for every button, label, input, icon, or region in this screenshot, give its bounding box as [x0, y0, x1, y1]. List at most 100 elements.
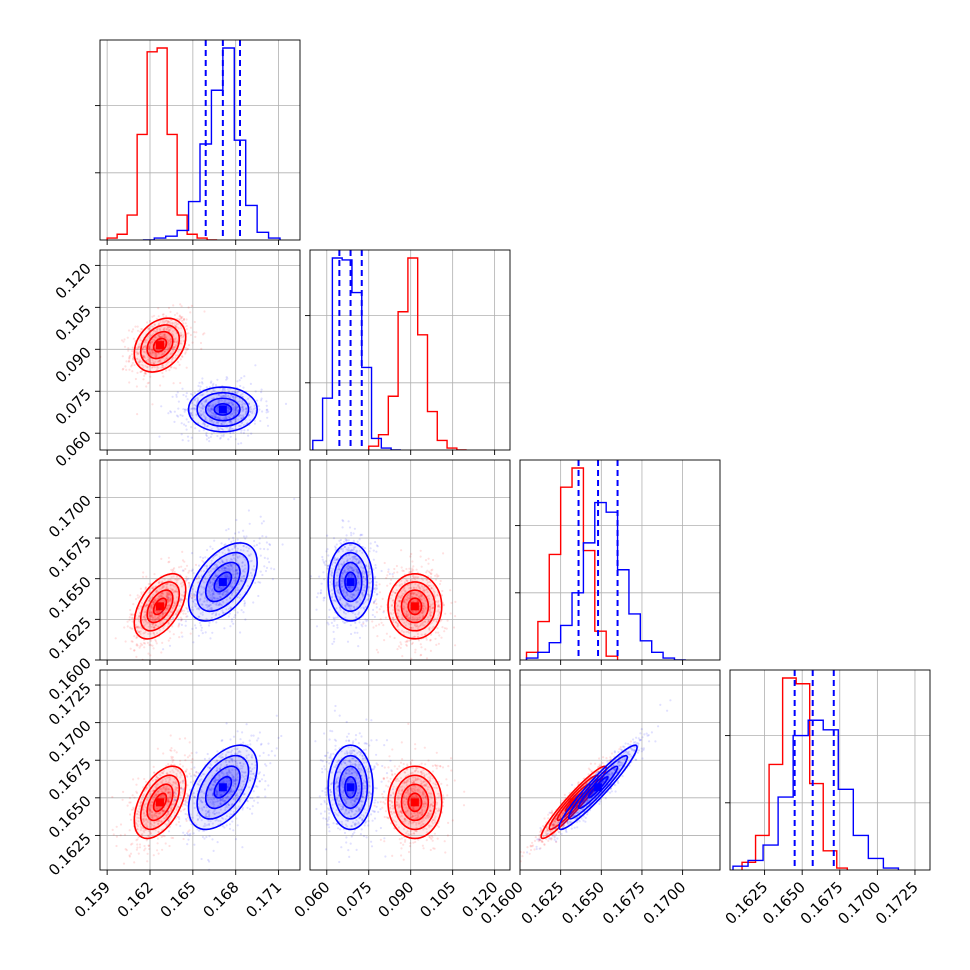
scatter-point: [233, 545, 236, 549]
scatter-point: [434, 637, 437, 640]
scatter-point: [407, 630, 410, 633]
scatter-point: [178, 622, 181, 625]
scatter-point: [161, 364, 164, 367]
scatter-point: [171, 588, 174, 591]
scatter-point: [230, 540, 233, 544]
scatter-point: [125, 360, 128, 363]
scatter-point: [128, 357, 131, 360]
scatter-point: [221, 417, 224, 420]
scatter-point: [223, 575, 227, 578]
scatter-point: [203, 332, 206, 335]
scatter-point: [251, 410, 254, 413]
scatter-point: [273, 568, 276, 571]
scatter-point: [151, 587, 154, 590]
scatter-point: [356, 572, 359, 575]
scatter-point: [411, 592, 414, 595]
scatter-point: [199, 597, 202, 601]
scatter-point: [253, 422, 256, 425]
scatter-point: [410, 642, 414, 646]
scatter-point: [350, 531, 353, 535]
scatter-point: [197, 576, 201, 579]
panel-frame: [99, 459, 301, 661]
scatter-point: [303, 614, 305, 616]
scatter-point: [160, 594, 164, 598]
scatter-point: [242, 545, 245, 548]
scatter-point: [149, 361, 152, 364]
scatter-point: [227, 549, 230, 552]
scatter-point: [341, 547, 344, 550]
scatter-point: [134, 325, 137, 328]
scatter-point: [266, 424, 270, 427]
scatter-point: [207, 589, 210, 593]
scatter-point: [178, 636, 181, 639]
scatter-point: [172, 591, 175, 594]
scatter-point: [234, 573, 237, 576]
scatter-point: [145, 339, 148, 342]
scatter-point: [244, 411, 248, 414]
scatter-point: [219, 603, 222, 606]
scatter-point: [227, 569, 230, 572]
scatter-point: [209, 570, 212, 573]
scatter-point: [176, 312, 179, 315]
scatter-point: [167, 320, 170, 323]
scatter-point: [362, 570, 365, 573]
scatter-point: [169, 598, 172, 602]
scatter-point: [396, 648, 399, 651]
scatter-point: [398, 609, 401, 612]
scatter-point: [356, 540, 359, 543]
scatter-point: [135, 783, 138, 786]
scatter-point: [411, 615, 414, 619]
scatter-point: [185, 606, 188, 609]
scatter-point: [201, 413, 204, 416]
scatter-point: [232, 570, 235, 573]
scatter-point: [217, 569, 220, 572]
scatter-point: [205, 399, 208, 402]
scatter-point: [215, 565, 218, 568]
scatter-point: [190, 392, 193, 396]
scatter-point: [181, 335, 184, 339]
scatter-point: [219, 436, 222, 439]
scatter-point: [241, 406, 244, 409]
scatter-point: [178, 319, 181, 322]
scatter-point: [203, 423, 207, 426]
scatter-point: [357, 570, 360, 574]
scatter-point: [338, 539, 341, 543]
scatter-point: [149, 582, 152, 585]
scatter-point: [221, 568, 224, 571]
scatter-point: [128, 354, 132, 357]
scatter-point: [238, 400, 241, 403]
scatter-point: [141, 347, 145, 350]
scatter-point: [186, 615, 189, 618]
scatter-point: [206, 600, 209, 603]
scatter-point: [144, 611, 147, 614]
scatter-point: [230, 401, 233, 404]
scatter-point: [373, 599, 377, 603]
scatter-point: [361, 551, 364, 554]
scatter-point: [420, 577, 423, 580]
scatter-point: [157, 581, 160, 584]
scatter-point: [144, 623, 147, 626]
scatter-point: [142, 632, 145, 635]
scatter-point: [202, 561, 205, 564]
scatter-point: [149, 615, 152, 618]
scatter-point: [225, 395, 228, 398]
scatter-point: [212, 382, 215, 385]
scatter-point: [123, 338, 126, 341]
scatter-point: [153, 323, 157, 326]
scatter-point: [436, 617, 439, 620]
scatter-point: [173, 605, 176, 608]
scatter-point: [257, 581, 260, 584]
scatter-point: [148, 346, 151, 349]
scatter-point: [342, 592, 345, 595]
scatter-point: [152, 854, 155, 857]
scatter-point: [226, 388, 229, 391]
scatter-point: [221, 609, 224, 612]
scatter-point: [350, 576, 353, 579]
scatter-point: [348, 586, 351, 589]
scatter-point: [341, 580, 344, 583]
scatter-point: [362, 575, 365, 578]
scatter-point: [408, 571, 411, 574]
scatter-point: [331, 579, 334, 582]
scatter-point: [243, 602, 246, 606]
scatter-point: [400, 596, 403, 599]
